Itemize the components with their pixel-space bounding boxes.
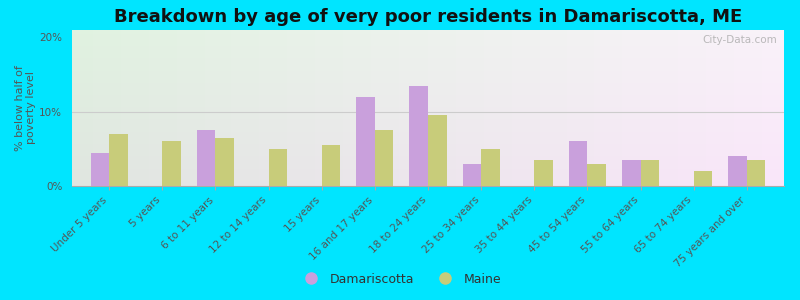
Bar	[269, 149, 287, 186]
Bar	[728, 156, 747, 186]
Bar	[622, 160, 641, 186]
Bar	[641, 160, 659, 186]
Bar	[462, 164, 481, 186]
Bar	[587, 164, 606, 186]
Bar	[162, 141, 181, 186]
Bar	[569, 141, 587, 186]
Title: Breakdown by age of very poor residents in Damariscotta, ME: Breakdown by age of very poor residents …	[114, 8, 742, 26]
Bar	[428, 116, 446, 186]
Text: City-Data.com: City-Data.com	[702, 35, 777, 45]
Bar	[747, 160, 766, 186]
Bar	[694, 171, 712, 186]
Bar	[109, 134, 128, 186]
Bar	[322, 145, 340, 186]
Y-axis label: % below half of
poverty level: % below half of poverty level	[15, 65, 37, 151]
Bar	[481, 149, 500, 186]
Bar	[197, 130, 215, 186]
Bar	[534, 160, 553, 186]
Bar	[410, 86, 428, 186]
Bar	[215, 138, 234, 186]
Bar	[90, 153, 109, 186]
Legend: Damariscotta, Maine: Damariscotta, Maine	[294, 268, 506, 291]
Bar	[356, 97, 375, 186]
Bar	[375, 130, 394, 186]
